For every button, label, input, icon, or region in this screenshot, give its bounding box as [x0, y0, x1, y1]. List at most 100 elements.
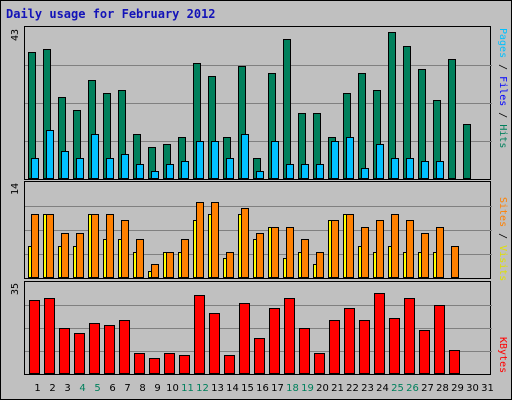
bar-files-day-3 [61, 151, 69, 179]
day-label-12: 12 [196, 383, 209, 394]
bar-kbytes-day-3 [59, 328, 70, 374]
day-label-18: 18 [286, 383, 299, 394]
bar-files-day-9 [151, 171, 159, 179]
bar-files-day-25 [391, 158, 399, 179]
bar-sites-day-1 [31, 214, 39, 278]
day-label-15: 15 [241, 383, 254, 394]
hits-files-pages-panel [24, 26, 492, 180]
bar-sites-day-3 [61, 233, 69, 278]
day-label-22: 22 [346, 383, 359, 394]
bar-sites-day-6 [106, 214, 114, 278]
bar-sites-day-23 [361, 227, 369, 278]
bar-sites-day-13 [211, 202, 219, 278]
bar-hits-day-23 [358, 73, 366, 179]
day-label-19: 19 [301, 383, 314, 394]
day-label-29: 29 [451, 383, 464, 394]
panel2-ymax-label: 14 [10, 182, 21, 195]
bar-sites-day-22 [346, 214, 354, 278]
panel1-ymax-label: 43 [10, 28, 21, 41]
bar-kbytes-day-11 [179, 355, 190, 374]
bar-sites-day-21 [331, 220, 339, 278]
day-label-14: 14 [226, 383, 239, 394]
bar-sites-day-18 [286, 227, 294, 278]
bar-kbytes-day-9 [149, 358, 160, 374]
bar-sites-day-25 [391, 214, 399, 278]
day-label-26: 26 [406, 383, 419, 394]
bar-sites-day-9 [151, 264, 159, 278]
day-label-8: 8 [139, 383, 146, 394]
bar-files-day-27 [421, 161, 429, 179]
bar-sites-day-10 [166, 252, 174, 278]
bar-kbytes-day-25 [389, 318, 400, 374]
day-label-23: 23 [361, 383, 374, 394]
bar-sites-day-8 [136, 239, 144, 278]
bar-hits-day-30 [463, 124, 471, 179]
legend-visits: Visits [497, 245, 508, 282]
bar-kbytes-day-10 [164, 353, 175, 374]
day-label-5: 5 [94, 383, 101, 394]
bar-files-day-4 [76, 158, 84, 179]
bar-sites-day-16 [256, 233, 264, 278]
day-label-1: 1 [34, 383, 41, 394]
legend-kbytes: KBytes [497, 337, 508, 374]
bar-sites-day-19 [301, 239, 309, 278]
bar-kbytes-day-19 [299, 328, 310, 374]
bar-files-day-24 [376, 144, 384, 179]
bar-kbytes-day-8 [134, 353, 145, 374]
bar-kbytes-day-22 [344, 308, 355, 374]
bar-files-day-10 [166, 164, 174, 179]
bar-kbytes-day-29 [449, 350, 460, 374]
day-label-28: 28 [436, 383, 449, 394]
day-label-9: 9 [154, 383, 161, 394]
bar-files-day-26 [406, 158, 414, 179]
bar-files-day-11 [181, 161, 189, 179]
bar-kbytes-day-6 [104, 325, 115, 374]
bar-kbytes-day-16 [254, 338, 265, 374]
bar-kbytes-day-1 [29, 300, 40, 374]
bar-kbytes-day-12 [194, 295, 205, 374]
bar-sites-day-11 [181, 239, 189, 278]
legend-pages: Pages [497, 28, 508, 59]
day-label-20: 20 [316, 383, 329, 394]
legend-sep-2: / [497, 106, 508, 125]
legend-sep-3: / [497, 227, 508, 246]
day-label-11: 11 [181, 383, 194, 394]
day-label-2: 2 [49, 383, 56, 394]
bar-files-day-2 [46, 130, 54, 179]
day-label-16: 16 [256, 383, 269, 394]
bar-kbytes-day-15 [239, 303, 250, 374]
day-label-10: 10 [166, 383, 179, 394]
bar-files-day-14 [226, 158, 234, 179]
bar-files-day-16 [256, 171, 264, 179]
day-label-24: 24 [376, 383, 389, 394]
legend-hits: Hits [497, 124, 508, 149]
bar-sites-day-4 [76, 233, 84, 278]
day-label-4: 4 [79, 383, 86, 394]
bar-kbytes-day-20 [314, 353, 325, 374]
day-label-13: 13 [211, 383, 224, 394]
bar-kbytes-day-23 [359, 320, 370, 374]
bar-kbytes-day-21 [329, 320, 340, 374]
hits-files-pages-chart [25, 32, 492, 179]
panel3-ymax-label: 35 [10, 282, 21, 295]
bar-sites-day-12 [196, 202, 204, 278]
bar-kbytes-day-28 [434, 305, 445, 374]
bar-kbytes-day-27 [419, 330, 430, 374]
bar-sites-day-17 [271, 227, 279, 278]
bar-kbytes-day-7 [119, 320, 130, 374]
visits-sites-chart [25, 202, 492, 278]
legend-files: Files [497, 76, 508, 107]
bar-hits-day-29 [448, 59, 456, 179]
bar-kbytes-day-14 [224, 355, 235, 374]
bar-kbytes-day-18 [284, 298, 295, 374]
bar-kbytes-day-26 [404, 298, 415, 374]
bar-kbytes-day-5 [89, 323, 100, 374]
day-axis: 1 2 3 4 5 6 7 8 9 10 11 12 13 14 15 16 17 18 19 20 21 22 23 24 2… [24, 383, 494, 397]
bar-files-day-5 [91, 134, 99, 179]
panel2-legend: Sites / Visits [497, 197, 508, 281]
bar-files-day-21 [331, 141, 339, 179]
bar-files-day-28 [436, 161, 444, 179]
panel1-legend: Pages / Files / Hits [497, 28, 508, 148]
bar-files-day-6 [106, 158, 114, 179]
